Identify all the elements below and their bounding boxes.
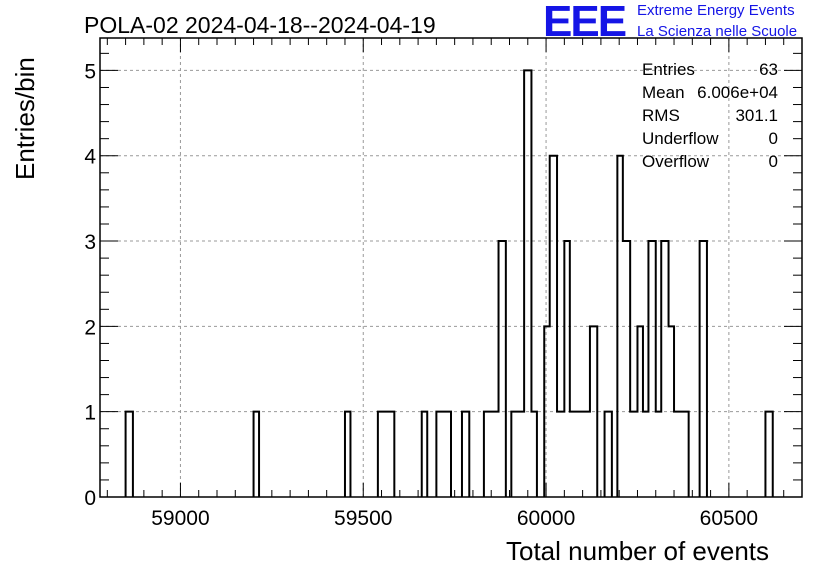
y-tick-label: 2 [84, 316, 96, 339]
stat-label-underflow: Underflow [642, 129, 719, 148]
x-tick-label: 60000 [517, 507, 575, 530]
histogram-bin [630, 412, 637, 497]
histogram-bin [765, 412, 772, 497]
histogram-bin [126, 412, 133, 497]
histogram-bin [575, 412, 590, 497]
plot-frame [99, 37, 803, 498]
logo-subtitle-line1: Extreme Energy Events [637, 2, 795, 19]
chart-title: POLA-02 2024-04-18--2024-04-19 [84, 12, 436, 38]
histogram-outline [124, 69, 774, 497]
x-tick-label: 59500 [334, 507, 392, 530]
x-tick-label: 59000 [151, 507, 209, 530]
stat-value-entries: 63 [759, 60, 778, 79]
x-axis-label: Total number of events [506, 536, 770, 566]
histogram-bin [674, 412, 689, 497]
histogram-bin [436, 412, 451, 497]
tick-labels: 59000 59500 60000 60500 0 1 2 3 4 5 [84, 60, 758, 530]
y-tick-label: 0 [84, 487, 96, 510]
stat-value-mean: 6.006e+04 [697, 83, 778, 102]
histogram-bin [524, 70, 531, 497]
y-tick-label: 4 [84, 146, 96, 169]
stat-value-underflow: 0 [768, 129, 778, 148]
eee-logo: EEE [543, 0, 627, 46]
y-tick-label: 3 [84, 231, 96, 254]
histogram-bin [499, 241, 506, 497]
histogram-bin [623, 241, 630, 497]
histogram-bin [643, 412, 648, 497]
y-tick-label: 5 [84, 60, 96, 83]
histogram-bin [378, 412, 394, 497]
histogram-bin [570, 412, 575, 497]
axis-ticks [100, 38, 803, 498]
histogram-bin [656, 412, 661, 497]
histogram-bin [511, 412, 524, 497]
stat-value-overflow: 0 [768, 152, 778, 171]
histogram-bin [661, 241, 668, 497]
y-tick-label: 1 [84, 402, 96, 425]
histogram-bin [484, 412, 499, 497]
y-axis-label: Entries/bin [10, 57, 40, 180]
histogram-bin [557, 412, 564, 497]
logo-subtitle-line2: La Scienza nelle Scuole [637, 23, 798, 40]
stat-label-rms: RMS [642, 106, 680, 125]
stat-label-overflow: Overflow [642, 152, 710, 171]
histogram-bin [648, 241, 655, 497]
histogram-bin [605, 412, 612, 497]
histogram-bin [700, 241, 707, 497]
histogram-bin [462, 412, 469, 497]
stat-label-entries: Entries [642, 60, 695, 79]
stat-label-mean: Mean [642, 83, 685, 102]
stat-value-rms: 301.1 [735, 106, 778, 125]
x-tick-label: 60500 [700, 507, 758, 530]
